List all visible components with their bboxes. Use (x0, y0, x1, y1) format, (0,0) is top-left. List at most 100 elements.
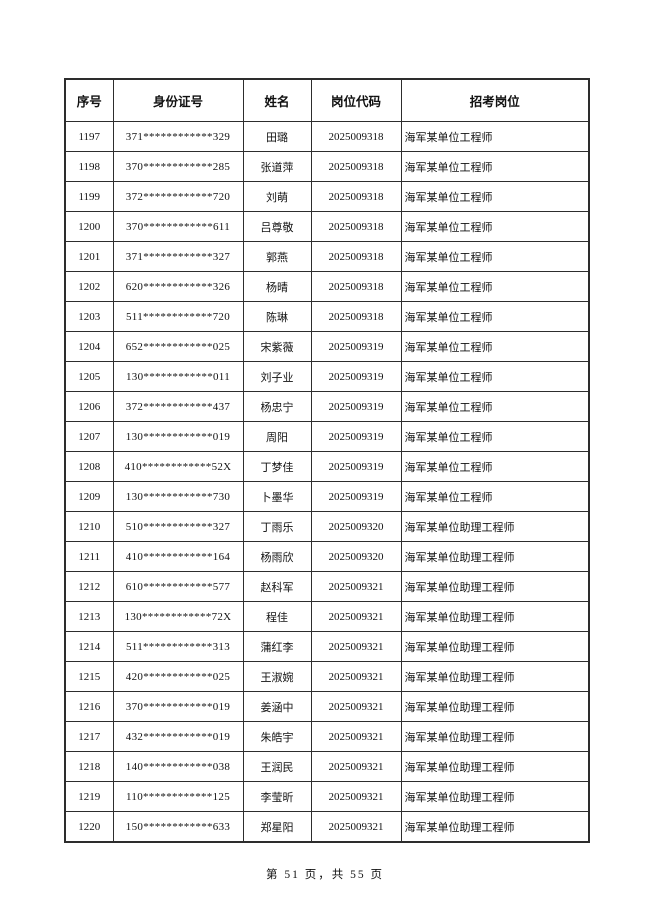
table-row: 1206 372************437 杨忠宁 2025009319 海军某单位… (64, 391, 590, 422)
cell-position-title: 海军某单位工程师 (400, 391, 590, 422)
table-row: 1215 420************025 王淑婉 2025009321 海军某单位… (64, 661, 590, 692)
cell-serial: 1217 (64, 721, 114, 752)
cell-serial: 1203 (64, 301, 114, 332)
cell-id-number: 371************327 (112, 241, 244, 272)
cell-position-code: 2025009319 (310, 331, 402, 362)
cell-serial: 1212 (64, 571, 114, 602)
cell-serial: 1207 (64, 421, 114, 452)
cell-serial: 1199 (64, 181, 114, 212)
cell-id-number: 370************285 (112, 151, 244, 182)
cell-position-code: 2025009318 (310, 301, 402, 332)
cell-name: 张道萍 (242, 151, 312, 182)
cell-serial: 1208 (64, 451, 114, 482)
cell-position-code: 2025009318 (310, 211, 402, 242)
cell-id-number: 371************329 (112, 121, 244, 152)
cell-position-code: 2025009318 (310, 241, 402, 272)
cell-name: 李莹昕 (242, 781, 312, 812)
cell-position-title: 海军某单位工程师 (400, 211, 590, 242)
cell-position-title: 海军某单位助理工程师 (400, 511, 590, 542)
cell-position-code: 2025009321 (310, 691, 402, 722)
cell-serial: 1210 (64, 511, 114, 542)
cell-position-code: 2025009321 (310, 631, 402, 662)
cell-position-title: 海军某单位助理工程师 (400, 751, 590, 782)
cell-name: 周阳 (242, 421, 312, 452)
cell-name: 王润民 (242, 751, 312, 782)
cell-name: 郑星阳 (242, 811, 312, 843)
cell-position-code: 2025009321 (310, 661, 402, 692)
table-row: 1203 511************720 陈琳 2025009318 海军某单位工… (64, 301, 590, 332)
cell-serial: 1201 (64, 241, 114, 272)
table-row: 1210 510************327 丁雨乐 2025009320 海军某单位… (64, 511, 590, 542)
page-footer: 第 51 页，共 55 页 (0, 866, 650, 882)
cell-id-number: 370************611 (112, 211, 244, 242)
cell-position-title: 海军某单位工程师 (400, 481, 590, 512)
col-header-id: 身份证号 (112, 78, 244, 122)
cell-position-code: 2025009321 (310, 571, 402, 602)
cell-name: 刘子业 (242, 361, 312, 392)
table-row: 1199 372************720 刘萌 2025009318 海军某单位工… (64, 181, 590, 212)
cell-position-title: 海军某单位工程师 (400, 331, 590, 362)
cell-serial: 1219 (64, 781, 114, 812)
cell-serial: 1215 (64, 661, 114, 692)
cell-position-code: 2025009321 (310, 811, 402, 843)
cell-id-number: 130************730 (112, 481, 244, 512)
cell-position-title: 海军某单位助理工程师 (400, 631, 590, 662)
table-row: 1212 610************577 赵科军 2025009321 海军某单位… (64, 571, 590, 602)
table-row: 1200 370************611 吕尊敬 2025009318 海军某单位… (64, 211, 590, 242)
cell-position-title: 海军某单位工程师 (400, 421, 590, 452)
cell-position-code: 2025009319 (310, 451, 402, 482)
cell-position-code: 2025009321 (310, 601, 402, 632)
table-row: 1198 370************285 张道萍 2025009318 海军某单位… (64, 151, 590, 182)
cell-position-title: 海军某单位工程师 (400, 121, 590, 152)
cell-serial: 1206 (64, 391, 114, 422)
cell-position-title: 海军某单位助理工程师 (400, 661, 590, 692)
cell-position-title: 海军某单位工程师 (400, 241, 590, 272)
cell-serial: 1205 (64, 361, 114, 392)
cell-position-code: 2025009319 (310, 391, 402, 422)
cell-serial: 1214 (64, 631, 114, 662)
cell-id-number: 150************633 (112, 811, 244, 843)
cell-position-code: 2025009318 (310, 271, 402, 302)
cell-position-code: 2025009320 (310, 541, 402, 572)
cell-serial: 1197 (64, 121, 114, 152)
col-header-serial: 序号 (64, 78, 114, 122)
cell-name: 丁雨乐 (242, 511, 312, 542)
cell-position-title: 海军某单位助理工程师 (400, 781, 590, 812)
cell-id-number: 370************019 (112, 691, 244, 722)
cell-name: 朱皓宇 (242, 721, 312, 752)
cell-position-code: 2025009321 (310, 781, 402, 812)
cell-name: 姜涵中 (242, 691, 312, 722)
cell-serial: 1211 (64, 541, 114, 572)
table-row: 1219 110************125 李莹昕 2025009321 海军某单位… (64, 781, 590, 812)
cell-id-number: 510************327 (112, 511, 244, 542)
cell-position-title: 海军某单位助理工程师 (400, 691, 590, 722)
cell-id-number: 140************038 (112, 751, 244, 782)
cell-id-number: 432************019 (112, 721, 244, 752)
cell-position-code: 2025009319 (310, 421, 402, 452)
cell-position-title: 海军某单位助理工程师 (400, 541, 590, 572)
table-header-row: 序号 身份证号 姓名 岗位代码 招考岗位 (64, 78, 590, 122)
table-row: 1197 371************329 田璐 2025009318 海军某单位工… (64, 121, 590, 152)
cell-position-code: 2025009319 (310, 361, 402, 392)
cell-name: 田璐 (242, 121, 312, 152)
cell-name: 杨忠宁 (242, 391, 312, 422)
table-row: 1205 130************011 刘子业 2025009319 海军某单位… (64, 361, 590, 392)
cell-position-title: 海军某单位工程师 (400, 301, 590, 332)
cell-position-code: 2025009318 (310, 151, 402, 182)
cell-name: 陈琳 (242, 301, 312, 332)
cell-name: 杨晴 (242, 271, 312, 302)
cell-id-number: 410************164 (112, 541, 244, 572)
cell-position-title: 海军某单位助理工程师 (400, 601, 590, 632)
cell-id-number: 372************720 (112, 181, 244, 212)
cell-serial: 1198 (64, 151, 114, 182)
cell-position-code: 2025009318 (310, 181, 402, 212)
cell-name: 程佳 (242, 601, 312, 632)
cell-name: 丁梦佳 (242, 451, 312, 482)
cell-id-number: 130************019 (112, 421, 244, 452)
cell-serial: 1218 (64, 751, 114, 782)
table-row: 1207 130************019 周阳 2025009319 海军某单位工… (64, 421, 590, 452)
cell-id-number: 130************72X (112, 601, 244, 632)
cell-serial: 1213 (64, 601, 114, 632)
col-header-code: 岗位代码 (310, 78, 402, 122)
